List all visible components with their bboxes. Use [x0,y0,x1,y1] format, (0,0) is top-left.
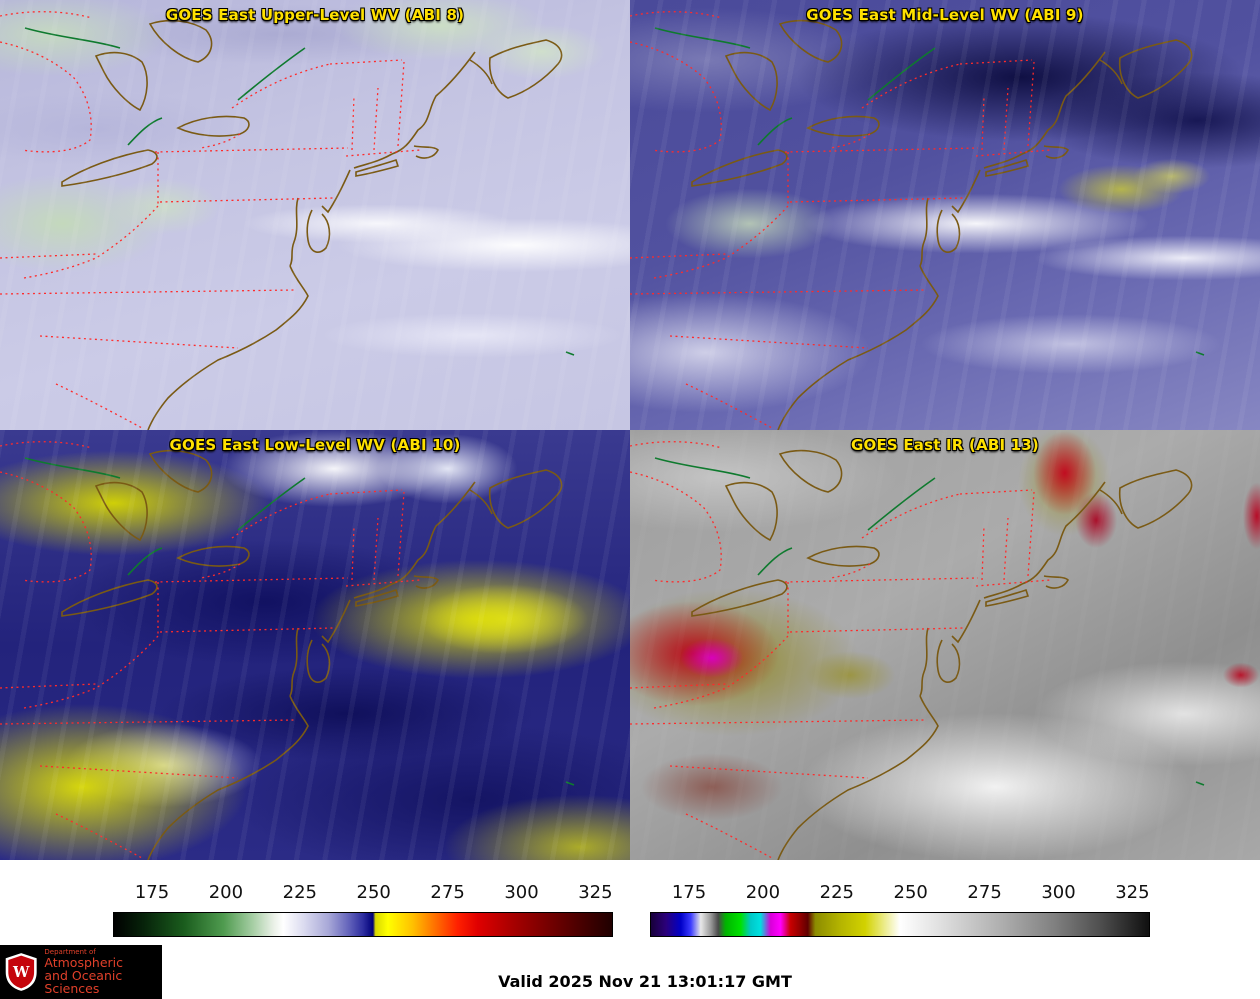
map-overlay [0,10,575,430]
logo-name-line2: and Oceanic Sciences [44,968,123,997]
colorbar-tick: 300 [1041,882,1076,903]
panel-title-mid-level-wv: GOES East Mid-Level WV (ABI 9) [806,6,1084,24]
colorbar-tick: 200 [208,882,244,903]
panel-ir: GOES East IR (ABI 13) [630,430,1260,860]
colorbar-tick: 200 [745,882,781,903]
colorbar-tick: 275 [967,882,1002,903]
map-overlay [630,440,1205,860]
colorbar-ir-gradient [650,912,1150,937]
map-overlay [0,440,575,860]
panel-grid: GOES East Upper-Level WV (ABI 8) GOES Ea… [0,0,1260,860]
panel-title-ir: GOES East IR (ABI 13) [850,436,1039,454]
colorbar-tick: 250 [893,882,928,903]
svg-text:W: W [12,964,30,981]
colorbar-tick: 325 [1115,882,1150,903]
colorbar-tick: 225 [282,882,317,903]
panel-title-low-level-wv: GOES East Low-Level WV (ABI 10) [169,436,461,454]
logo-name-line1: Atmospheric [44,954,123,970]
colorbar-wv-gradient [113,912,613,937]
colorbar-ir: 175 200 225 250 275 300 325 [650,874,1150,940]
colorbar-tick: 300 [504,882,539,903]
colorbar-tick: 225 [819,882,854,903]
uw-crest-icon: W [5,953,37,991]
colorbar-wv-ticks: 175 200 225 250 275 300 325 [113,882,613,906]
map-overlay [630,10,1205,430]
colorbar-tick: 275 [430,882,465,903]
colorbar-tick: 175 [671,882,707,903]
aos-logo-text: Department of Atmospheric and Oceanic Sc… [44,947,162,997]
logo-dept-line: Department of [44,947,96,956]
panel-low-level-wv: GOES East Low-Level WV (ABI 10) [0,430,630,860]
colorbar-tick: 325 [578,882,613,903]
legend-area: 175 200 225 250 275 300 325 175 200 225 250 275 300… [0,860,1260,999]
colorbar-ir-ticks: 175 200 225 250 275 300 325 [650,882,1150,906]
colorbar-tick: 175 [134,882,170,903]
valid-time: Valid 2025 Nov 21 13:01:17 GMT [498,972,792,991]
colorbar-wv: 175 200 225 250 275 300 325 [113,874,613,940]
panel-mid-level-wv: GOES East Mid-Level WV (ABI 9) [630,0,1260,430]
aos-logo: W Department of Atmospheric and Oceanic … [0,945,162,999]
colorbar-tick: 250 [356,882,391,903]
panel-upper-level-wv: GOES East Upper-Level WV (ABI 8) [0,0,630,430]
panel-title-upper-level-wv: GOES East Upper-Level WV (ABI 8) [165,6,465,24]
